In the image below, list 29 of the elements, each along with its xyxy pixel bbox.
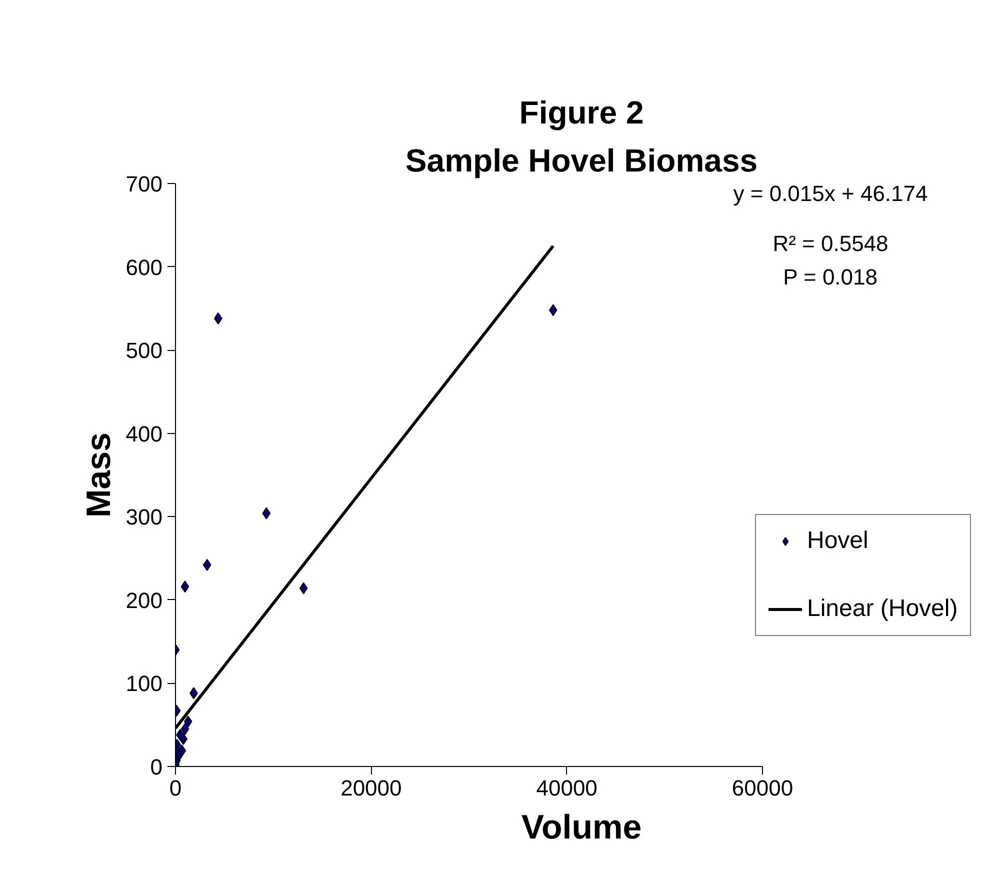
y-axis-title: Mass bbox=[80, 432, 118, 518]
text: P = 0.018 bbox=[783, 264, 878, 290]
point bbox=[184, 716, 192, 728]
point bbox=[548, 304, 558, 316]
annotation: y = 0.015x + 46.174 bbox=[733, 180, 928, 206]
y-tick-label: 200 bbox=[126, 588, 163, 613]
point bbox=[180, 580, 190, 593]
point bbox=[299, 582, 308, 594]
legend-label: Hovel bbox=[807, 527, 868, 555]
point bbox=[202, 558, 212, 571]
x-tick-label: 20000 bbox=[340, 776, 402, 800]
y-tick-label: 700 bbox=[126, 172, 163, 196]
x-tick-label: 40000 bbox=[536, 776, 598, 800]
y-tick-label: 400 bbox=[126, 421, 163, 446]
legend-label: Linear (Hovel) bbox=[807, 595, 958, 623]
y-tick-label: 100 bbox=[126, 671, 163, 696]
chart-title: Figure 2 bbox=[519, 94, 644, 130]
x-tick-label: 60000 bbox=[732, 776, 794, 800]
y-tick-label: 300 bbox=[126, 504, 163, 530]
point bbox=[180, 723, 190, 736]
point bbox=[214, 312, 222, 324]
point bbox=[262, 507, 271, 520]
x-axis-title: Volume bbox=[521, 808, 642, 846]
y-tick-label: 500 bbox=[126, 338, 163, 364]
text: R² = 0.5548 bbox=[772, 230, 888, 256]
chart-subtitle: Sample Hovel Biomass bbox=[405, 142, 758, 178]
x-tick-label: 0 bbox=[169, 776, 182, 800]
y-tick-label: 0 bbox=[150, 754, 163, 780]
y-tick-label: 600 bbox=[126, 254, 163, 280]
